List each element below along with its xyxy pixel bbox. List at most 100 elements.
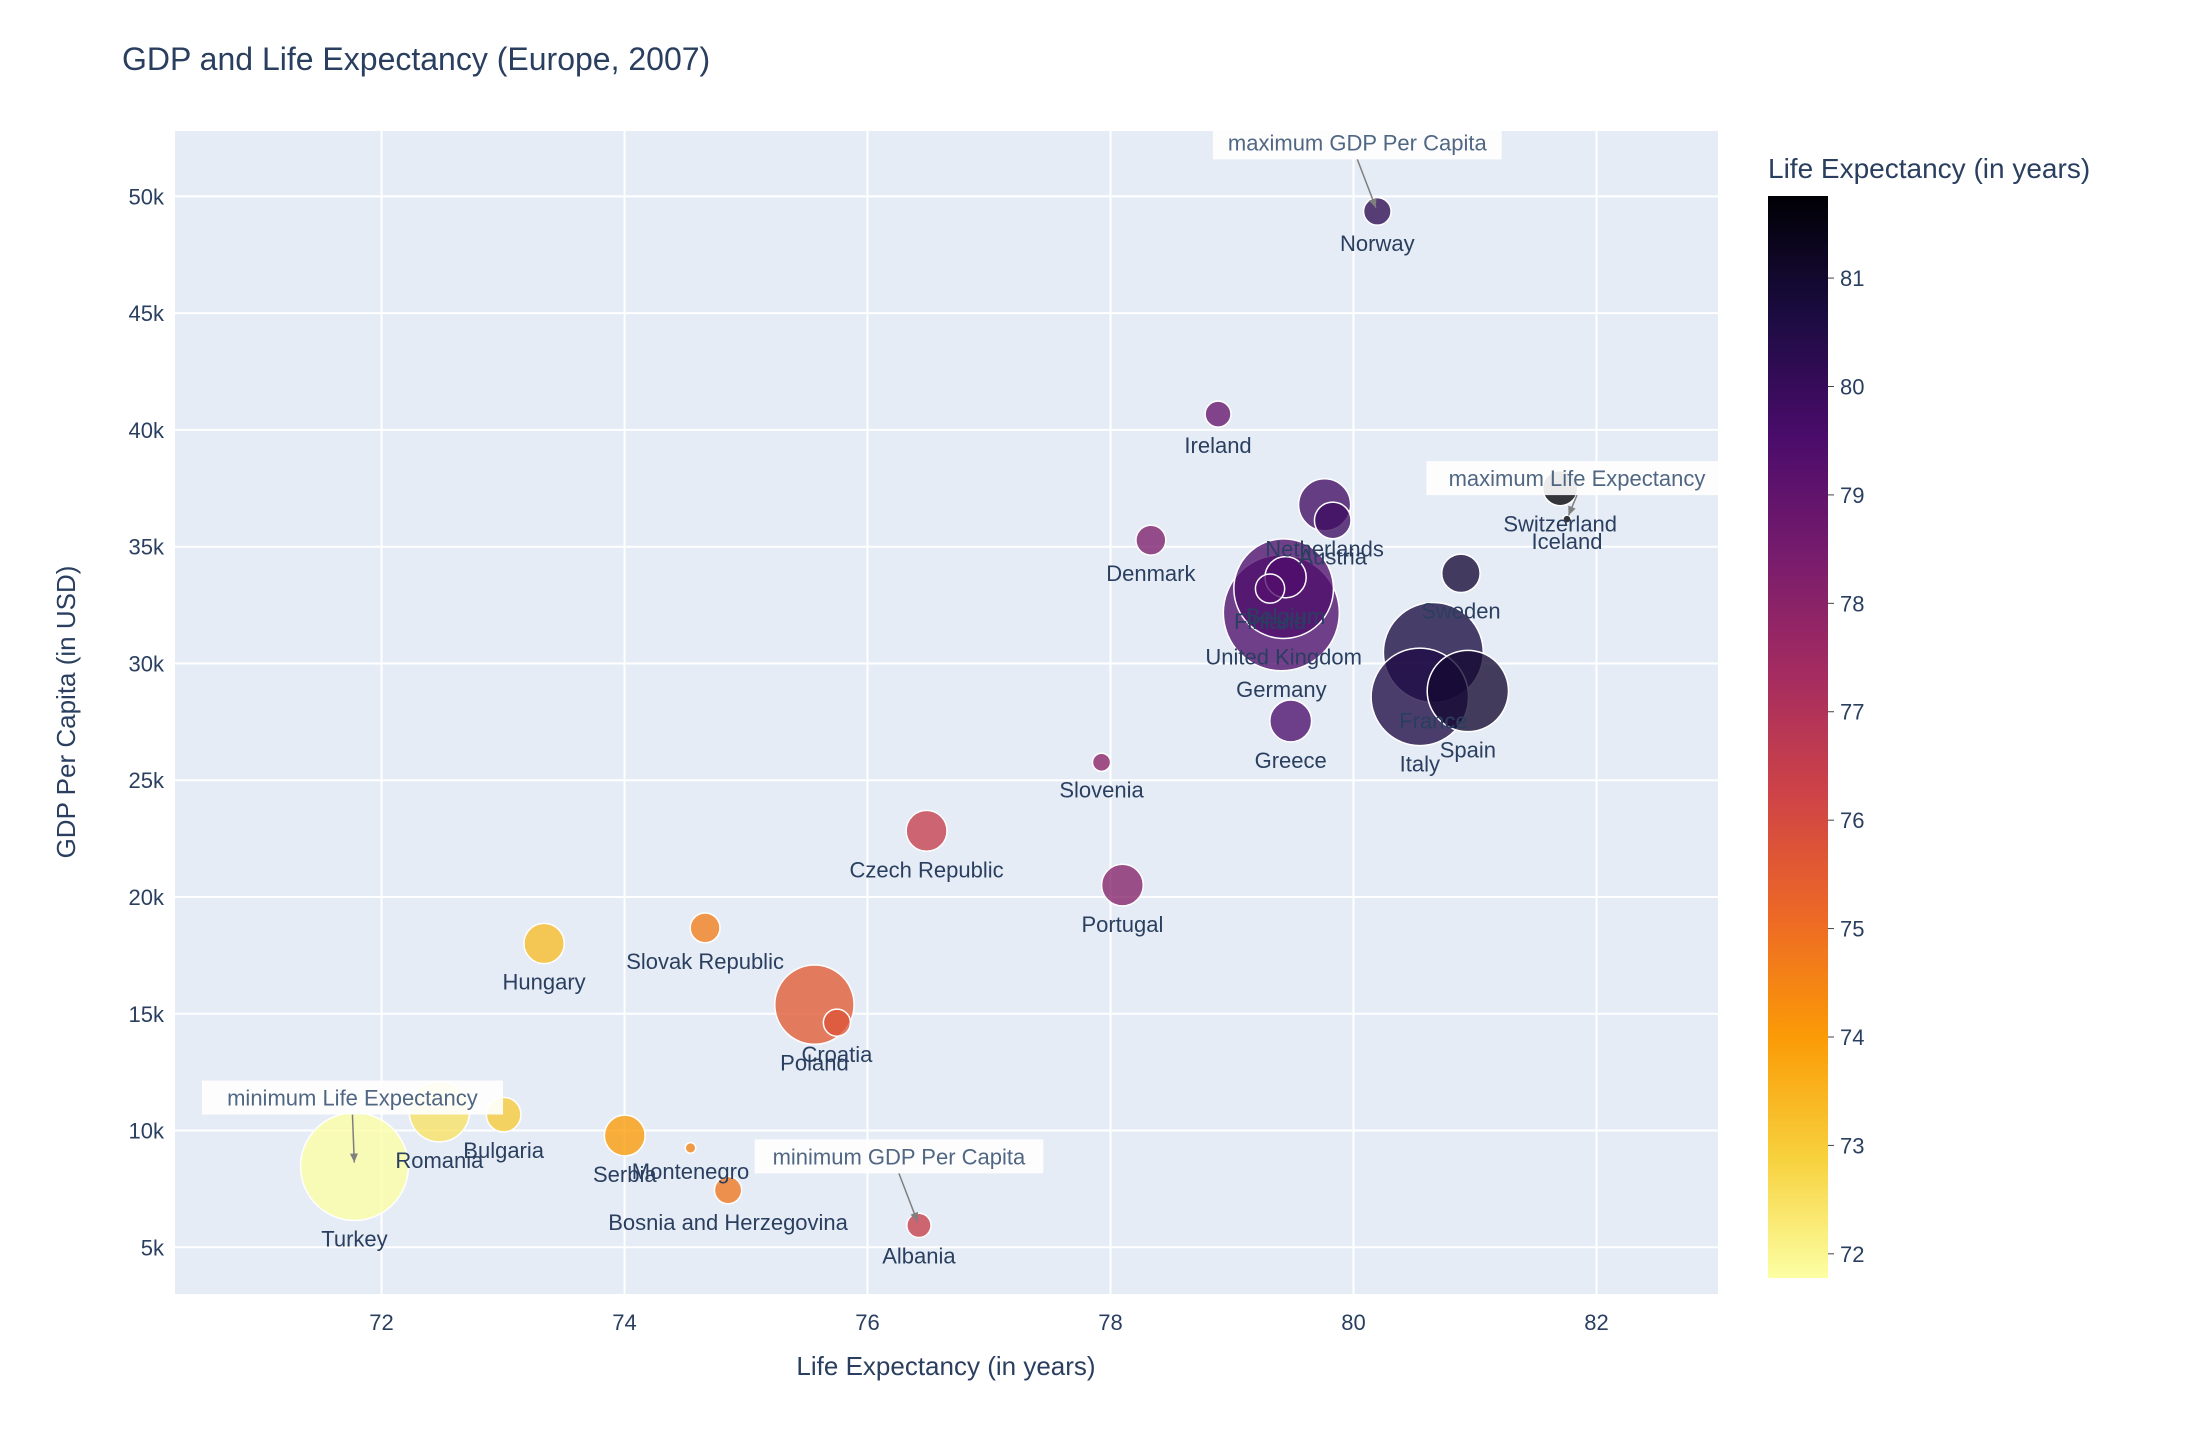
point-label-slovenia: Slovenia xyxy=(1059,777,1144,802)
colorbar-tick-79: 79 xyxy=(1840,483,1864,508)
y-axis-ticks: 5k 10k 15k 20k 25k 30k 35k 40k 45k 50k xyxy=(129,184,165,1260)
point-sweden xyxy=(1440,553,1481,594)
point-croatia xyxy=(822,1008,852,1037)
colorbar-ticks: 72 73 74 75 76 77 78 79 80 81 xyxy=(1828,266,1864,1267)
point-label-iceland: Iceland xyxy=(1532,529,1603,554)
point-labels: Albania Austria Belgium Bosnia and Herzegov… xyxy=(321,231,1617,1268)
colorbar-tick-72: 72 xyxy=(1840,1242,1864,1267)
y-tick-10k: 10k xyxy=(129,1119,165,1144)
point-albania xyxy=(906,1212,932,1239)
annotation-minimum-gdp-per-capita: minimum GDP Per Capita xyxy=(754,1139,1044,1222)
annotation-maximum-gdp-per-capita: maximum GDP Per Capita xyxy=(1212,125,1502,208)
x-tick-76: 76 xyxy=(855,1310,879,1335)
point-label-netherlands: Netherlands xyxy=(1265,537,1384,562)
point-slovak-republic xyxy=(689,912,721,944)
point-label-bulgaria: Bulgaria xyxy=(463,1138,544,1163)
point-turkey xyxy=(299,1111,410,1222)
point-label-hungary: Hungary xyxy=(503,970,586,995)
colorbar-tick-77: 77 xyxy=(1840,700,1864,725)
colorbar-tick-78: 78 xyxy=(1840,591,1864,616)
point-label-spain: Spain xyxy=(1440,738,1496,763)
colorbar-tick-75: 75 xyxy=(1840,917,1864,942)
y-tick-15k: 15k xyxy=(129,1002,165,1027)
y-tick-20k: 20k xyxy=(129,885,165,910)
point-label-denmark: Denmark xyxy=(1106,561,1196,586)
point-label-norway: Norway xyxy=(1340,231,1415,256)
point-label-france: France xyxy=(1399,708,1467,733)
y-tick-35k: 35k xyxy=(129,535,165,560)
annotation-text: maximum GDP Per Capita xyxy=(1228,130,1488,155)
point-label-croatia: Croatia xyxy=(801,1042,873,1067)
point-slovenia xyxy=(1091,752,1112,773)
point-czech-republic xyxy=(905,809,948,853)
annotation-box xyxy=(754,1139,1044,1174)
point-label-austria: Austria xyxy=(1298,545,1367,570)
colorbar-tick-80: 80 xyxy=(1840,374,1864,399)
colorbar-tick-76: 76 xyxy=(1840,808,1864,833)
point-norway xyxy=(1362,196,1392,226)
annotation-arrowhead xyxy=(910,1211,918,1222)
point-denmark xyxy=(1135,524,1167,556)
y-tick-40k: 40k xyxy=(129,418,165,443)
colorbar-gradient xyxy=(1768,196,1828,1278)
point-label-albania: Albania xyxy=(882,1244,956,1269)
chart-title: GDP and Life Expectancy (Europe, 2007) xyxy=(122,41,710,77)
annotation-maximum-life-expectancy: maximum Life Expectancy xyxy=(1426,461,1728,516)
y-tick-25k: 25k xyxy=(129,768,165,793)
x-axis-ticks: 72 74 76 78 80 82 xyxy=(369,1310,1608,1335)
x-axis-title: Life Expectancy (in years) xyxy=(796,1351,1095,1381)
point-montenegro xyxy=(684,1141,697,1154)
colorbar-tick-74: 74 xyxy=(1840,1025,1864,1050)
point-label-switzerland: Switzerland xyxy=(1503,512,1617,537)
point-austria xyxy=(1313,501,1352,540)
annotation-text: maximum Life Expectancy xyxy=(1449,466,1706,491)
point-label-slovak-republic: Slovak Republic xyxy=(626,949,784,974)
annotation-arrowhead xyxy=(349,1153,358,1163)
point-ireland xyxy=(1204,400,1232,428)
colorbar: Life Expectancy (in years) 7273747576777… xyxy=(1768,153,2090,1278)
y-tick-5k: 5k xyxy=(141,1235,165,1260)
annotation-box xyxy=(201,1080,504,1115)
point-hungary xyxy=(523,922,566,965)
point-label-montenegro: Montenegro xyxy=(632,1159,749,1184)
annotations: maximum GDP Per Capita maximum Life Expec… xyxy=(201,125,1728,1222)
point-serbia xyxy=(603,1114,646,1157)
point-label-germany: Germany xyxy=(1236,677,1326,702)
annotation-arrowhead xyxy=(1368,197,1377,208)
annotation-box xyxy=(1426,461,1728,496)
point-label-portugal: Portugal xyxy=(1081,912,1163,937)
point-label-ireland: Ireland xyxy=(1184,433,1251,458)
point-spain xyxy=(1426,649,1510,733)
y-tick-30k: 30k xyxy=(129,651,165,676)
point-label-sweden: Sweden xyxy=(1421,599,1501,624)
x-tick-74: 74 xyxy=(612,1310,636,1335)
point-label-finland: Finland xyxy=(1234,609,1306,634)
point-portugal xyxy=(1100,863,1145,907)
point-label-greece: Greece xyxy=(1255,748,1327,773)
y-tick-50k: 50k xyxy=(129,184,165,209)
annotation-box xyxy=(1212,125,1502,160)
annotation-text: minimum GDP Per Capita xyxy=(773,1144,1026,1169)
point-bosnia-and-herzegovina xyxy=(713,1175,743,1205)
point-label-bosnia-and-herzegovina: Bosnia and Herzegovina xyxy=(608,1210,848,1235)
point-label-united-kingdom: United Kingdom xyxy=(1205,644,1362,669)
colorbar-tick-81: 81 xyxy=(1840,266,1864,291)
point-label-czech-republic: Czech Republic xyxy=(850,857,1004,882)
point-label-poland: Poland xyxy=(780,1050,849,1075)
annotation-arrowhead xyxy=(1568,505,1576,516)
point-iceland xyxy=(1562,514,1572,524)
point-label-romania: Romania xyxy=(395,1148,484,1173)
point-greece xyxy=(1269,699,1313,743)
annotation-minimum-life-expectancy: minimum Life Expectancy xyxy=(201,1080,504,1163)
x-tick-78: 78 xyxy=(1098,1310,1122,1335)
point-label-belgium: Belgium xyxy=(1246,604,1325,629)
y-axis-title: GDP Per Capita (in USD) xyxy=(51,566,81,859)
point-finland xyxy=(1254,573,1286,604)
colorbar-title: Life Expectancy (in years) xyxy=(1768,153,2090,184)
point-label-turkey: Turkey xyxy=(321,1226,387,1251)
annotation-text: minimum Life Expectancy xyxy=(227,1086,478,1111)
point-label-serbia: Serbia xyxy=(593,1162,657,1187)
colorbar-tick-73: 73 xyxy=(1840,1133,1864,1158)
y-tick-45k: 45k xyxy=(129,301,165,326)
